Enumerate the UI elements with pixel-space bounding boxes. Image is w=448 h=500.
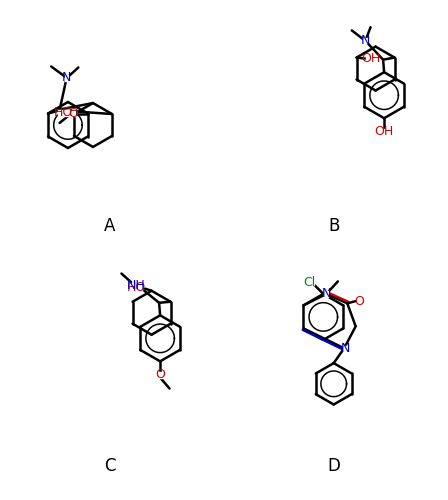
Bar xyxy=(58,110,69,116)
Text: NH: NH xyxy=(127,278,146,291)
Bar xyxy=(65,76,69,80)
Text: OH: OH xyxy=(361,52,380,65)
Bar xyxy=(158,372,162,378)
Bar xyxy=(366,56,375,62)
Bar xyxy=(363,38,367,44)
Bar xyxy=(306,280,314,285)
Text: HO: HO xyxy=(127,281,146,294)
Bar xyxy=(357,298,361,304)
Text: N: N xyxy=(62,72,72,85)
Bar xyxy=(379,129,389,134)
Text: O: O xyxy=(155,368,165,382)
Text: O: O xyxy=(354,294,364,308)
Text: D: D xyxy=(327,458,340,475)
Bar xyxy=(324,292,328,296)
Text: N: N xyxy=(340,342,350,355)
Text: Cl: Cl xyxy=(304,276,316,289)
Bar xyxy=(132,284,142,290)
Bar xyxy=(132,282,140,288)
Text: O: O xyxy=(68,107,78,120)
Text: C: C xyxy=(104,458,116,475)
Bar xyxy=(71,111,75,116)
Text: N: N xyxy=(322,288,331,300)
Text: B: B xyxy=(328,218,340,236)
Text: OH: OH xyxy=(375,126,394,138)
Text: N: N xyxy=(361,34,370,48)
Text: A: A xyxy=(104,218,116,236)
Bar xyxy=(343,346,347,351)
Text: HO: HO xyxy=(54,106,73,120)
